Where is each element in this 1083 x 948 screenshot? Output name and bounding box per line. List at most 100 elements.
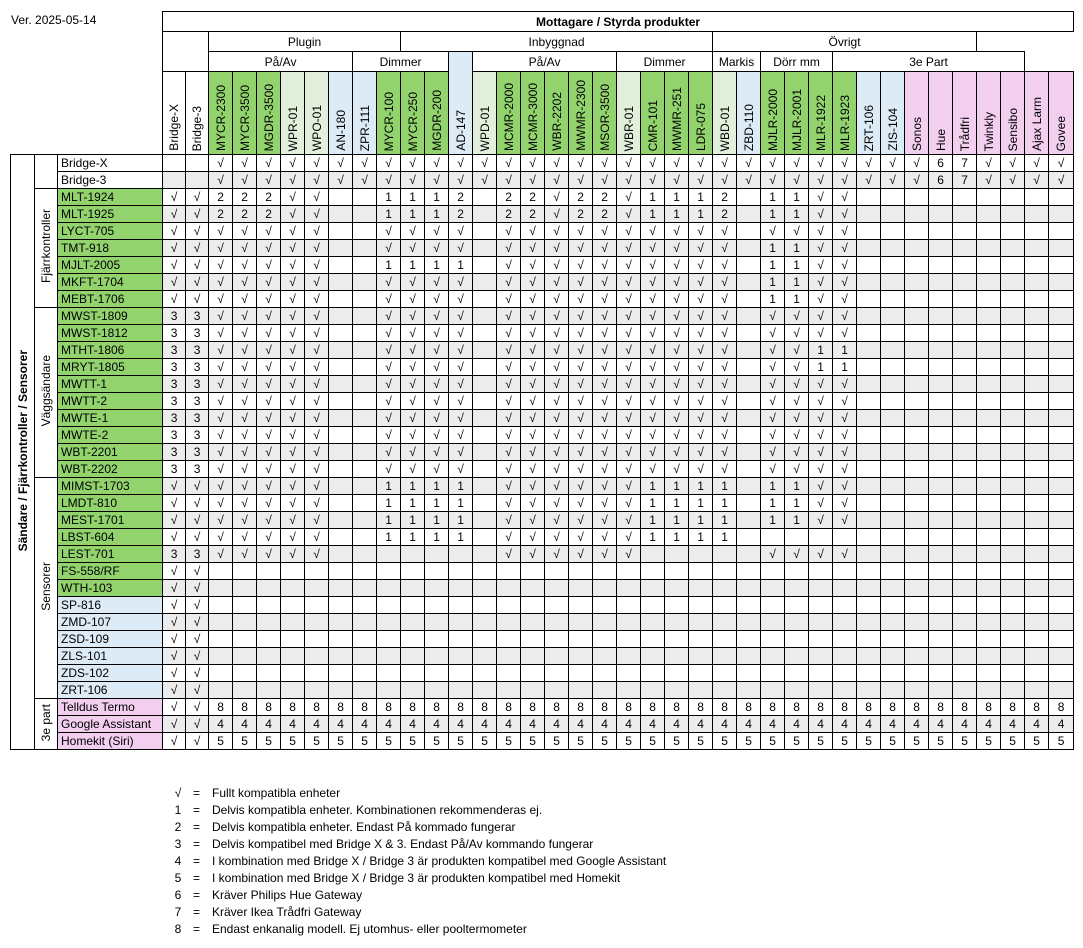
value-cell: √: [568, 307, 594, 325]
value-cell: √: [376, 460, 402, 478]
value-cell: 1: [784, 290, 810, 308]
value-cell: √: [496, 324, 522, 342]
value-cell: √: [592, 154, 618, 172]
value-cell: √: [760, 426, 786, 444]
value-cell: 5: [496, 732, 522, 750]
value-cell: [688, 562, 714, 580]
value-cell: [328, 239, 354, 257]
value-cell: √: [712, 239, 738, 257]
value-cell: [904, 511, 930, 529]
value-cell: [1048, 460, 1074, 478]
value-cell: 8: [688, 698, 714, 716]
value-cell: √: [544, 426, 570, 444]
column-header: WBR-01: [616, 71, 642, 155]
value-cell: √: [1048, 171, 1074, 189]
value-cell: √: [544, 375, 570, 393]
value-cell: [856, 647, 882, 665]
value-cell: √: [424, 375, 450, 393]
value-cell: √: [808, 392, 834, 410]
bridge-cell: √: [162, 562, 187, 580]
value-cell: [784, 579, 810, 597]
value-cell: [592, 596, 618, 614]
legend-equals: =: [193, 854, 201, 868]
bridge-cell: √: [185, 528, 210, 546]
bridge-cell: √: [185, 477, 210, 495]
value-cell: [280, 647, 306, 665]
value-cell: [1048, 664, 1074, 682]
value-cell: [904, 494, 930, 512]
value-cell: √: [832, 409, 858, 427]
value-cell: [472, 494, 498, 512]
bridge-cell: 3: [162, 341, 187, 359]
value-cell: 5: [808, 732, 834, 750]
value-cell: [736, 392, 762, 410]
value-cell: [328, 630, 354, 648]
value-cell: √: [688, 426, 714, 444]
value-cell: √: [712, 222, 738, 240]
bridge-column-header-text: Bridge-X: [167, 104, 182, 151]
value-cell: [1024, 222, 1050, 240]
value-cell: [976, 681, 1002, 699]
value-cell: [904, 562, 930, 580]
value-cell: √: [208, 375, 234, 393]
value-cell: √: [424, 222, 450, 240]
value-cell: √: [712, 273, 738, 291]
value-cell: √: [976, 171, 1002, 189]
value-cell: [880, 324, 906, 342]
value-cell: √: [232, 256, 258, 274]
value-cell: [448, 613, 474, 631]
value-cell: √: [616, 358, 642, 376]
value-cell: √: [256, 239, 282, 257]
value-cell: [952, 222, 978, 240]
value-cell: √: [304, 307, 330, 325]
value-cell: [376, 664, 402, 682]
table-row: MWTE-2 3 3 √ √ √ √ √ √ √ √ √ √ √ √ √ √ √ √ √ √ √ √ √ √ √: [11, 426, 1074, 444]
value-cell: [784, 630, 810, 648]
value-cell: [904, 477, 930, 495]
value-cell: [376, 630, 402, 648]
value-cell: [328, 579, 354, 597]
value-cell: [736, 596, 762, 614]
value-cell: √: [832, 392, 858, 410]
value-cell: √: [784, 460, 810, 478]
column-header-text: MLR-1923: [837, 94, 852, 151]
value-cell: √: [1024, 171, 1050, 189]
value-cell: √: [304, 443, 330, 461]
value-cell: [904, 290, 930, 308]
value-cell: 1: [688, 494, 714, 512]
value-cell: 1: [784, 477, 810, 495]
value-cell: 4: [880, 715, 906, 733]
column-header-text: WPD-01: [477, 105, 492, 151]
value-cell: [856, 460, 882, 478]
value-cell: [880, 239, 906, 257]
value-cell: [856, 443, 882, 461]
value-cell: √: [448, 443, 474, 461]
value-cell: √: [424, 426, 450, 444]
value-cell: [1048, 358, 1074, 376]
value-cell: [688, 630, 714, 648]
column-header-text: MGDR-200: [429, 90, 444, 151]
value-cell: √: [520, 392, 546, 410]
value-cell: √: [544, 494, 570, 512]
row-name: MWST-1809: [56, 307, 164, 325]
value-cell: [1000, 409, 1026, 427]
value-cell: [712, 562, 738, 580]
value-cell: [904, 579, 930, 597]
value-cell: √: [760, 460, 786, 478]
value-cell: [760, 596, 786, 614]
value-cell: [1048, 409, 1074, 427]
value-cell: √: [232, 154, 258, 172]
column-header-text: MCMR-3000: [525, 82, 540, 151]
value-cell: 4: [688, 715, 714, 733]
value-cell: √: [544, 409, 570, 427]
value-cell: [760, 630, 786, 648]
value-cell: [352, 375, 378, 393]
value-cell: [328, 375, 354, 393]
value-cell: [808, 664, 834, 682]
value-cell: √: [256, 307, 282, 325]
value-cell: √: [424, 358, 450, 376]
value-cell: 4: [448, 715, 474, 733]
value-cell: √: [472, 154, 498, 172]
bridge-column-header: Bridge-3: [185, 71, 210, 155]
value-cell: [736, 579, 762, 597]
